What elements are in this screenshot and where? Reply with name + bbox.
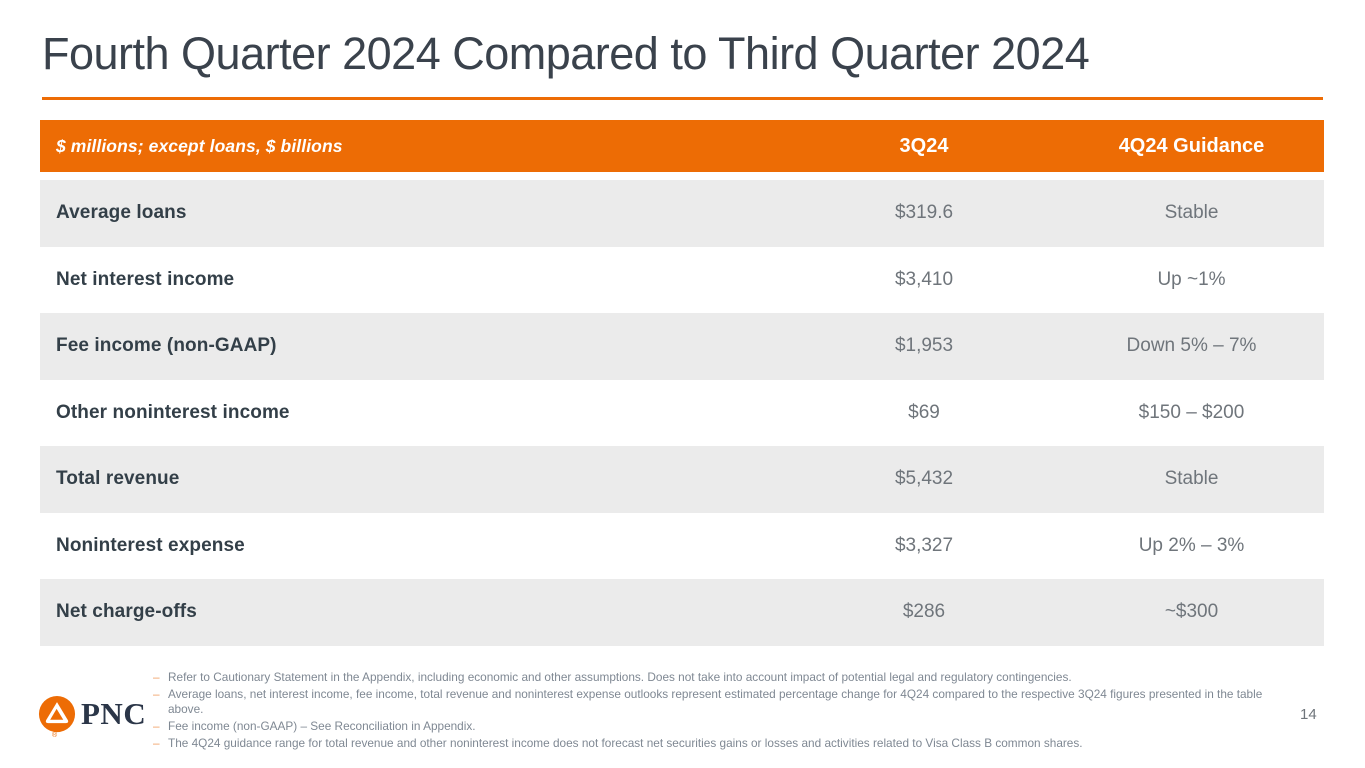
row-3q24-value: $319.6 — [894, 202, 954, 224]
table-row: Other noninterest income $69 $150 – $200 — [40, 379, 1324, 446]
table-units-caption: $ millions; except loans, $ billions — [56, 135, 343, 156]
table-row: Fee income (non-GAAP) $1,953 Down 5% – 7… — [40, 313, 1324, 380]
row-label: Fee income (non-GAAP) — [56, 335, 277, 357]
row-3q24-value: $3,327 — [894, 534, 954, 556]
row-guidance-value: Up ~1% — [1157, 268, 1226, 290]
row-3q24-value: $5,432 — [894, 468, 954, 490]
row-label: Average loans — [56, 202, 187, 224]
footnote-dash-bullet: – — [153, 735, 160, 750]
column-header-3q24: 3Q24 — [899, 134, 949, 157]
footnote-text: Fee income (non-GAAP) – See Reconciliati… — [168, 718, 476, 733]
row-guidance-value: $150 – $200 — [1138, 401, 1245, 423]
pnc-logo-icon: ® — [38, 696, 76, 739]
row-guidance-value: Up 2% – 3% — [1138, 534, 1245, 556]
table-row: Noninterest expense $3,327 Up 2% – 3% — [40, 512, 1324, 579]
footnote-item: – The 4Q24 guidance range for total reve… — [153, 736, 1265, 751]
row-guidance-value: Stable — [1164, 468, 1219, 490]
row-label: Noninterest expense — [56, 534, 245, 556]
row-label: Net charge-offs — [56, 601, 197, 623]
row-3q24-value: $3,410 — [894, 268, 954, 290]
footnote-text: Average loans, net interest income, fee … — [168, 687, 1263, 716]
row-label: Net interest income — [56, 268, 235, 290]
pnc-logo: ® PNC — [38, 696, 147, 739]
footnotes: – Refer to Cautionary Statement in the A… — [153, 670, 1265, 753]
registered-trademark-symbol: ® — [52, 732, 58, 739]
row-guidance-value: Down 5% – 7% — [1126, 335, 1257, 357]
table-header-row: $ millions; except loans, $ billions 3Q2… — [40, 120, 1324, 172]
pnc-wordmark: PNC — [81, 696, 147, 731]
row-3q24-value: $286 — [902, 601, 946, 623]
guidance-table: $ millions; except loans, $ billions 3Q2… — [40, 120, 1324, 646]
footnote-text: Refer to Cautionary Statement in the App… — [168, 670, 1072, 684]
footnote-text: The 4Q24 guidance range for total revenu… — [168, 735, 1083, 750]
table-row: Net interest income $3,410 Up ~1% — [40, 246, 1324, 313]
footnote-dash-bullet: – — [153, 670, 160, 684]
footnote-item: – Average loans, net interest income, fe… — [153, 687, 1265, 716]
table-row: Net charge-offs $286 ~$300 — [40, 579, 1324, 646]
footnote-dash-bullet: – — [153, 718, 160, 733]
row-label: Other noninterest income — [56, 401, 290, 423]
row-3q24-value: $69 — [908, 401, 940, 423]
page-number: 14 — [1300, 706, 1317, 723]
row-guidance-value: ~$300 — [1164, 601, 1219, 623]
title-underline — [42, 97, 1323, 100]
column-header-4q24-guidance: 4Q24 Guidance — [1118, 134, 1265, 157]
page-title: Fourth Quarter 2024 Compared to Third Qu… — [42, 28, 1090, 79]
footnote-dash-bullet: – — [153, 687, 160, 702]
table-row: Total revenue $5,432 Stable — [40, 446, 1324, 513]
row-label: Total revenue — [56, 468, 180, 490]
row-guidance-value: Stable — [1164, 202, 1219, 224]
table-body: Average loans $319.6 Stable Net interest… — [40, 180, 1324, 646]
row-3q24-value: $1,953 — [894, 335, 954, 357]
footnote-item: – Fee income (non-GAAP) – See Reconcilia… — [153, 719, 1265, 734]
footnote-item: – Refer to Cautionary Statement in the A… — [153, 670, 1265, 685]
table-row: Average loans $319.6 Stable — [40, 180, 1324, 247]
